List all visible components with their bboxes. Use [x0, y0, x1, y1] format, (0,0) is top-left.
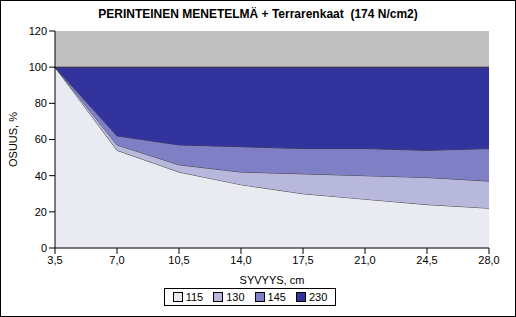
html-text:130: 130: [226, 291, 245, 303]
html-text:230: 230: [309, 291, 328, 303]
svg-text:40: 40: [35, 170, 47, 182]
svg-text:100: 100: [29, 61, 47, 73]
svg-text:80: 80: [35, 97, 47, 109]
svg-text:24,5: 24,5: [416, 254, 437, 266]
html-text:115: 115: [185, 291, 204, 303]
html-text:PERINTEINEN MENETELMÄ + Terrar: PERINTEINEN MENETELMÄ + Terrarenkaat (17…: [98, 7, 418, 21]
svg-text:SYVYYS, cm: SYVYYS, cm: [240, 274, 305, 286]
html-text:145: 145: [267, 291, 286, 303]
svg-text:120: 120: [29, 25, 47, 37]
svg-text:OSUUS, %: OSUUS, %: [8, 112, 19, 167]
svg-text:20: 20: [35, 206, 47, 218]
svg-text:21,0: 21,0: [354, 254, 375, 266]
svg-text:0: 0: [41, 242, 47, 254]
svg-text:10,5: 10,5: [168, 254, 189, 266]
svg-text:60: 60: [35, 133, 47, 145]
svg-text:28,0: 28,0: [478, 254, 499, 266]
svg-text:3,5: 3,5: [47, 254, 62, 266]
svg-text:17,5: 17,5: [292, 254, 313, 266]
svg-text:7,0: 7,0: [109, 254, 124, 266]
svg-text:14,0: 14,0: [230, 254, 251, 266]
